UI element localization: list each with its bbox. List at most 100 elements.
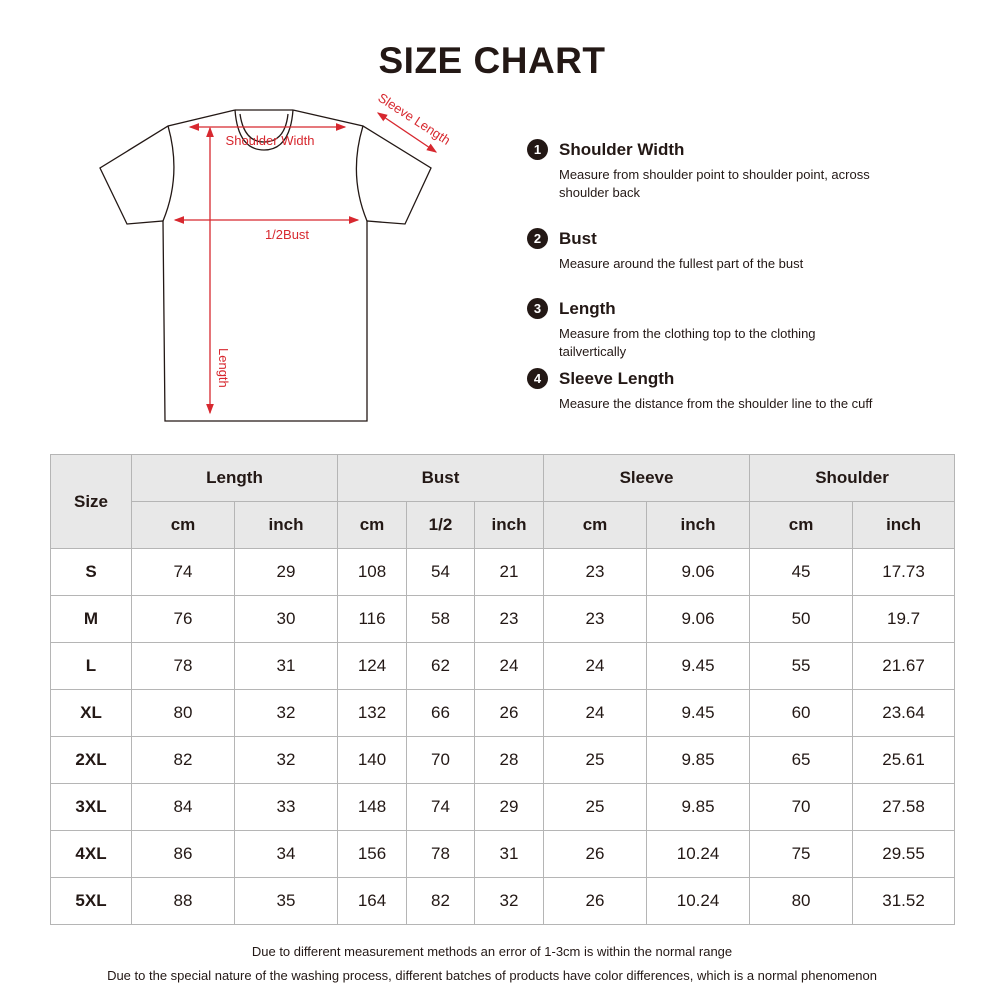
- size-cell: 5XL: [50, 877, 132, 925]
- number-badge: 4: [527, 368, 548, 389]
- unit-header: inch: [852, 501, 956, 549]
- value-cell: 31.52: [852, 877, 956, 925]
- value-cell: 116: [337, 595, 407, 643]
- value-cell: 74: [131, 548, 235, 596]
- value-cell: 23.64: [852, 689, 956, 737]
- value-cell: 9.45: [646, 689, 751, 737]
- value-cell: 21: [473, 548, 545, 596]
- size-cell: 4XL: [50, 830, 132, 878]
- size-header: Size: [50, 454, 132, 549]
- size-cell: S: [50, 548, 132, 596]
- value-cell: 108: [337, 548, 407, 596]
- value-cell: 32: [234, 689, 338, 737]
- unit-header: 1/2: [406, 501, 475, 549]
- value-cell: 28: [473, 736, 545, 784]
- definition-desc: Measure from the clothing top to the clo…: [559, 326, 816, 359]
- table-row: S 74 29 108 54 21 23 9.06 45 17.73: [50, 548, 956, 596]
- definition-desc: Measure around the fullest part of the b…: [559, 256, 804, 271]
- value-cell: 17.73: [852, 548, 956, 596]
- value-cell: 82: [406, 877, 475, 925]
- value-cell: 80: [749, 877, 854, 925]
- value-cell: 26: [543, 877, 648, 925]
- value-cell: 25: [543, 783, 648, 831]
- note: Due to the special nature of the washing…: [107, 968, 877, 983]
- definition-label: Sleeve Length: [559, 368, 675, 388]
- length-label: Length: [216, 348, 231, 388]
- definition-label: Length: [559, 298, 616, 318]
- value-cell: 21.67: [852, 642, 956, 690]
- value-cell: 25: [543, 736, 648, 784]
- value-cell: 88: [131, 877, 235, 925]
- value-cell: 19.7: [852, 595, 956, 643]
- definition-desc: Measure from shoulder point to shoulder …: [559, 167, 870, 200]
- value-cell: 29: [473, 783, 545, 831]
- shoulder-label: Shoulder Width: [226, 133, 315, 148]
- size-cell: 3XL: [50, 783, 132, 831]
- value-cell: 65: [749, 736, 854, 784]
- unit-header: cm: [337, 501, 407, 549]
- value-cell: 30: [234, 595, 338, 643]
- value-cell: 10.24: [646, 830, 751, 878]
- unit-header: cm: [749, 501, 854, 549]
- note: Due to different measurement methods an …: [251, 944, 733, 959]
- table-row: 4XL 86 34 156 78 31 26 10.24 75 29.55: [50, 830, 956, 878]
- value-cell: 24: [473, 642, 545, 690]
- definition-bust: 2 Bust Measure around the fullest part of…: [527, 228, 967, 273]
- size-cell: XL: [50, 689, 132, 737]
- value-cell: 9.06: [646, 595, 751, 643]
- number-badge: 1: [527, 139, 548, 160]
- number-badge: 3: [527, 298, 548, 319]
- value-cell: 156: [337, 830, 407, 878]
- definition-desc: Measure the distance from the shoulder l…: [559, 396, 873, 411]
- table-row: 5XL 88 35 164 82 32 26 10.24 80 31.52: [50, 877, 956, 925]
- size-cell: M: [50, 595, 132, 643]
- value-cell: 58: [406, 595, 475, 643]
- value-cell: 124: [337, 642, 407, 690]
- value-cell: 33: [234, 783, 338, 831]
- value-cell: 50: [749, 595, 854, 643]
- value-cell: 34: [234, 830, 338, 878]
- table-row: XL 80 32 132 66 26 24 9.45 60 23.64: [50, 689, 956, 737]
- notes: Due to different measurement methods an …: [0, 940, 984, 988]
- value-cell: 66: [406, 689, 475, 737]
- value-cell: 9.45: [646, 642, 751, 690]
- size-cell: L: [50, 642, 132, 690]
- value-cell: 32: [234, 736, 338, 784]
- group-header: Bust: [336, 454, 545, 502]
- value-cell: 80: [131, 689, 235, 737]
- tshirt-diagram: Shoulder Width 1/2Bust Length Sleeve Len…: [99, 90, 453, 422]
- table-row: L 78 31 124 62 24 24 9.45 55 21.67: [50, 642, 956, 690]
- value-cell: 24: [543, 642, 648, 690]
- value-cell: 10.24: [646, 877, 751, 925]
- value-cell: 55: [749, 642, 854, 690]
- value-cell: 31: [473, 830, 545, 878]
- value-cell: 84: [131, 783, 235, 831]
- value-cell: 9.85: [646, 736, 751, 784]
- value-cell: 54: [406, 548, 475, 596]
- value-cell: 23: [543, 548, 648, 596]
- value-cell: 45: [749, 548, 854, 596]
- value-cell: 26: [473, 689, 545, 737]
- tshirt-outline: [99, 109, 432, 422]
- value-cell: 27.58: [852, 783, 956, 831]
- value-cell: 70: [406, 736, 475, 784]
- definition-length: 3 Length Measure from the clothing top to…: [527, 298, 967, 361]
- size-cell: 2XL: [50, 736, 132, 784]
- value-cell: 23: [543, 595, 648, 643]
- value-cell: 25.61: [852, 736, 956, 784]
- value-cell: 78: [406, 830, 475, 878]
- value-cell: 86: [131, 830, 235, 878]
- table-row: 2XL 82 32 140 70 28 25 9.85 65 25.61: [50, 736, 956, 784]
- table-row: 3XL 84 33 148 74 29 25 9.85 70 27.58: [50, 783, 956, 831]
- value-cell: 132: [337, 689, 407, 737]
- value-cell: 23: [473, 595, 545, 643]
- sleeve-arrow: [376, 112, 438, 153]
- number-badge: 2: [527, 228, 548, 249]
- group-header: Sleeve: [543, 454, 751, 502]
- value-cell: 24: [543, 689, 648, 737]
- value-cell: 62: [406, 642, 475, 690]
- definition-label: Shoulder Width: [559, 139, 685, 159]
- value-cell: 31: [234, 642, 338, 690]
- unit-header: inch: [473, 501, 545, 549]
- value-cell: 82: [131, 736, 235, 784]
